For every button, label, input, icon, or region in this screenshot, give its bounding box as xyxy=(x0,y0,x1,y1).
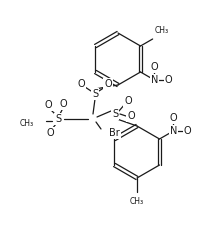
Text: O: O xyxy=(164,75,172,85)
Text: O: O xyxy=(59,99,67,109)
Text: Br: Br xyxy=(109,128,120,138)
Text: O: O xyxy=(77,79,85,89)
Text: O: O xyxy=(170,113,177,123)
Text: O: O xyxy=(124,96,132,106)
Text: O: O xyxy=(184,126,191,136)
Text: O: O xyxy=(46,128,54,138)
Text: O: O xyxy=(44,100,52,110)
Text: N: N xyxy=(151,75,158,85)
Text: CH₃: CH₃ xyxy=(155,26,169,35)
Text: CH₃: CH₃ xyxy=(130,197,144,206)
Text: O: O xyxy=(104,79,112,89)
Text: O: O xyxy=(151,62,158,72)
Text: CH₃: CH₃ xyxy=(20,118,34,128)
Text: N: N xyxy=(170,126,177,136)
Text: O: O xyxy=(127,111,135,121)
Text: S: S xyxy=(112,109,118,119)
Text: S: S xyxy=(55,114,61,124)
Text: S: S xyxy=(92,89,98,99)
